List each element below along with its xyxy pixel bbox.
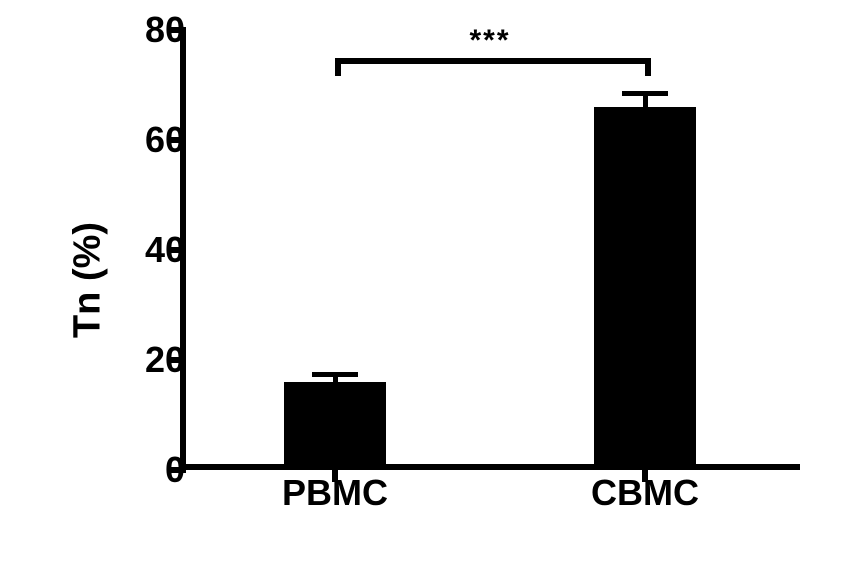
bar xyxy=(594,107,696,464)
significance-bracket-drop xyxy=(645,58,651,76)
y-tick-label: 60 xyxy=(145,119,185,161)
error-bar-cap xyxy=(312,372,358,377)
error-bar-cap xyxy=(622,91,668,96)
x-tick-label: PBMC xyxy=(282,472,388,514)
y-tick-label: 20 xyxy=(145,339,185,381)
y-tick-label: 80 xyxy=(145,9,185,51)
y-axis-label: Tn (%) xyxy=(67,222,110,338)
chart-container: Tn (%) *** 020406080 PBMCCBMC xyxy=(40,20,820,540)
significance-bracket-bar xyxy=(335,58,651,64)
y-tick-label: 0 xyxy=(165,449,185,491)
x-axis-line xyxy=(180,464,800,470)
plot-area: *** xyxy=(180,30,800,470)
x-tick-label: CBMC xyxy=(591,472,699,514)
bar xyxy=(284,382,386,464)
significance-label: *** xyxy=(469,24,510,58)
significance-bracket-drop xyxy=(335,58,341,76)
y-tick-label: 40 xyxy=(145,229,185,271)
